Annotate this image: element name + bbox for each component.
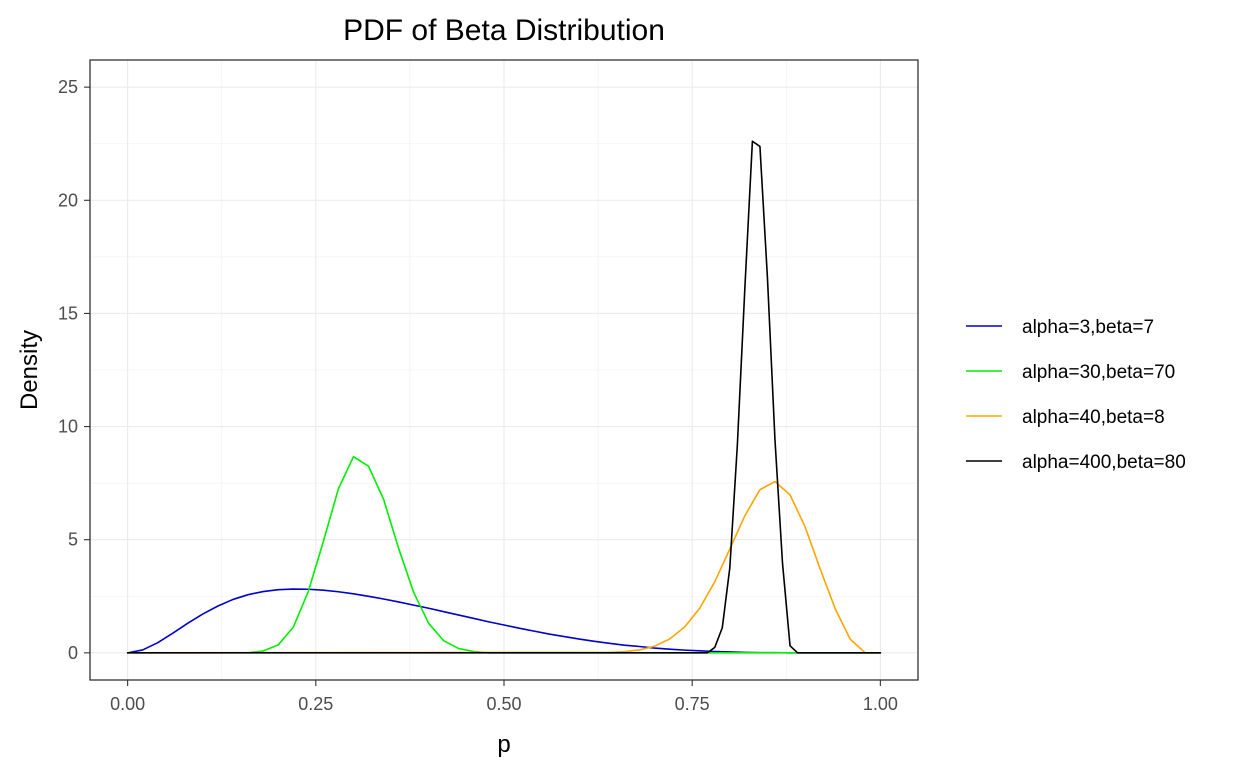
y-tick-label: 10 [58,417,78,437]
legend-label-3: alpha=40,beta=8 [1022,407,1165,428]
x-tick-label: 0.00 [110,694,145,714]
x-tick-label: 0.50 [486,694,521,714]
series-line-2 [126,455,882,654]
legend-label-4: alpha=400,beta=80 [1022,452,1186,473]
plot-panel [89,59,919,681]
y-tick-label: 25 [58,77,78,97]
chart-title: PDF of Beta Distribution [343,14,665,47]
y-tick-label: 20 [58,190,78,210]
x-tick-label: 1.00 [863,694,898,714]
legend: alpha=3,beta=7 alpha=30,beta=70 alpha=40,b… [966,317,1186,473]
legend-label-2: alpha=30,beta=70 [1022,362,1175,383]
y-tick-label: 0 [68,643,78,663]
series-line-4 [126,140,882,654]
y-tick-label: 5 [68,530,78,550]
series-lines [126,140,882,654]
y-axis-title: Density [16,330,43,410]
legend-label-1: alpha=3,beta=7 [1022,317,1154,338]
y-tick-label: 15 [58,303,78,323]
x-axis-title: p [497,731,510,758]
x-axis: 0.00 0.25 0.50 0.75 1.00 [110,680,898,714]
y-axis: 0 5 10 15 20 25 [58,77,90,663]
x-tick-label: 0.75 [675,694,710,714]
series-line-3 [126,480,882,654]
x-tick-label: 0.25 [298,694,333,714]
